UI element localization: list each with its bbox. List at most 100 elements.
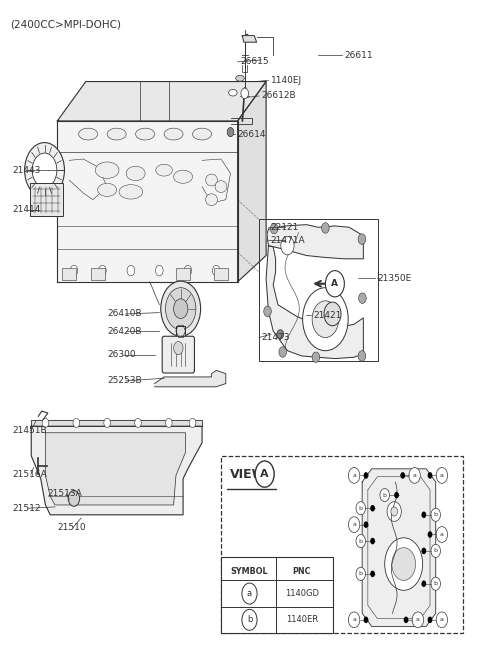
Text: b: b	[434, 512, 438, 517]
Circle shape	[166, 288, 196, 330]
Circle shape	[227, 128, 234, 136]
Circle shape	[392, 547, 416, 581]
Circle shape	[189, 418, 196, 428]
Polygon shape	[362, 469, 436, 626]
Bar	[259, 219, 378, 361]
Circle shape	[359, 293, 366, 303]
Circle shape	[24, 142, 64, 198]
Text: b: b	[383, 493, 387, 498]
Text: b: b	[434, 581, 438, 587]
Text: 21451B: 21451B	[12, 426, 47, 436]
Circle shape	[270, 223, 278, 234]
Text: 26612B: 26612B	[261, 91, 296, 101]
Text: SYMBOL: SYMBOL	[231, 567, 268, 577]
Ellipse shape	[205, 174, 217, 186]
Ellipse shape	[119, 185, 143, 199]
Text: 21510: 21510	[57, 524, 86, 532]
Circle shape	[242, 609, 257, 630]
Text: 21513A: 21513A	[48, 489, 83, 498]
Circle shape	[363, 522, 368, 528]
Circle shape	[174, 342, 183, 355]
Circle shape	[322, 222, 329, 233]
Circle shape	[384, 538, 423, 591]
Circle shape	[255, 461, 274, 487]
Circle shape	[161, 281, 201, 336]
Circle shape	[421, 581, 426, 587]
Text: a: a	[352, 618, 356, 622]
Circle shape	[264, 306, 271, 316]
Ellipse shape	[126, 166, 145, 181]
Text: a: a	[247, 589, 252, 598]
Text: 26420B: 26420B	[107, 326, 142, 336]
Circle shape	[281, 236, 294, 255]
Circle shape	[431, 577, 441, 591]
Polygon shape	[238, 81, 266, 282]
Circle shape	[409, 467, 420, 483]
Circle shape	[325, 271, 344, 297]
Circle shape	[421, 547, 426, 554]
Circle shape	[356, 567, 365, 581]
Bar	[176, 268, 190, 280]
Circle shape	[166, 418, 172, 428]
Text: 1140ER: 1140ER	[286, 616, 318, 624]
Circle shape	[42, 418, 49, 428]
Circle shape	[394, 492, 399, 498]
Text: b: b	[434, 548, 438, 553]
Text: 21512: 21512	[12, 504, 41, 513]
Ellipse shape	[96, 162, 119, 178]
Text: a: a	[352, 522, 356, 527]
Circle shape	[348, 467, 360, 483]
Circle shape	[70, 265, 78, 276]
Text: 26611: 26611	[344, 51, 373, 60]
Circle shape	[363, 616, 368, 623]
Ellipse shape	[97, 183, 117, 197]
Circle shape	[277, 330, 284, 339]
Text: b: b	[359, 571, 363, 577]
Circle shape	[213, 265, 220, 276]
Text: 26300: 26300	[107, 350, 136, 359]
Circle shape	[400, 472, 405, 479]
Circle shape	[431, 544, 441, 557]
Text: b: b	[359, 506, 363, 511]
Text: 26614: 26614	[238, 130, 266, 138]
Circle shape	[135, 418, 141, 428]
Text: a: a	[440, 473, 444, 478]
Circle shape	[156, 265, 163, 276]
Text: 21414: 21414	[12, 205, 41, 214]
Circle shape	[184, 265, 192, 276]
Circle shape	[302, 288, 348, 351]
FancyBboxPatch shape	[162, 336, 194, 373]
Circle shape	[98, 265, 106, 276]
Ellipse shape	[205, 194, 217, 206]
Circle shape	[428, 472, 432, 479]
Circle shape	[68, 491, 80, 506]
Circle shape	[391, 507, 397, 516]
Polygon shape	[31, 426, 202, 515]
Text: b: b	[359, 539, 363, 544]
Circle shape	[370, 505, 375, 512]
Circle shape	[356, 534, 365, 547]
Circle shape	[363, 472, 368, 479]
Text: a: a	[440, 618, 444, 622]
Circle shape	[174, 299, 188, 318]
Circle shape	[404, 616, 408, 623]
Circle shape	[370, 571, 375, 577]
Bar	[91, 268, 105, 280]
Ellipse shape	[79, 128, 97, 140]
Circle shape	[32, 153, 57, 187]
Text: (2400CC>MPI-DOHC): (2400CC>MPI-DOHC)	[10, 19, 121, 29]
Text: 22121: 22121	[271, 223, 299, 232]
Text: a: a	[352, 473, 356, 478]
Circle shape	[312, 301, 339, 338]
Polygon shape	[242, 36, 257, 42]
Circle shape	[412, 612, 424, 628]
Text: A: A	[260, 469, 269, 479]
Bar	[62, 268, 76, 280]
Circle shape	[428, 531, 432, 538]
Bar	[221, 557, 333, 633]
Circle shape	[127, 265, 135, 276]
Text: PNC: PNC	[292, 567, 311, 577]
Circle shape	[356, 502, 365, 515]
Circle shape	[104, 418, 110, 428]
Text: b: b	[247, 616, 252, 624]
